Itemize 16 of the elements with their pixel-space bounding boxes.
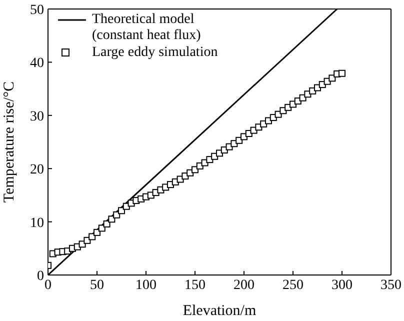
x-tick-label: 50 (90, 278, 104, 293)
y-axis-title: Temperature rise/°C (1, 81, 18, 203)
y-tick-label: 50 (30, 2, 44, 18)
y-tick-label: 30 (30, 109, 44, 124)
x-axis-title: Elevation/m (182, 303, 256, 319)
x-tick-label: 150 (184, 278, 206, 293)
y-tick-label: 10 (30, 216, 44, 231)
x-tick-label: 100 (136, 278, 156, 293)
legend-label: Large eddy simulation (92, 45, 219, 61)
x-tick-label: 350 (380, 278, 402, 293)
y-tick-label: 20 (30, 162, 44, 178)
legend-label: Theoretical model (constant heat flux) (92, 12, 202, 44)
y-tick-label: 40 (30, 56, 44, 72)
x-tick-label: 200 (234, 278, 254, 293)
x-tick-label: 300 (332, 278, 352, 293)
x-tick-label: 250 (282, 278, 304, 293)
